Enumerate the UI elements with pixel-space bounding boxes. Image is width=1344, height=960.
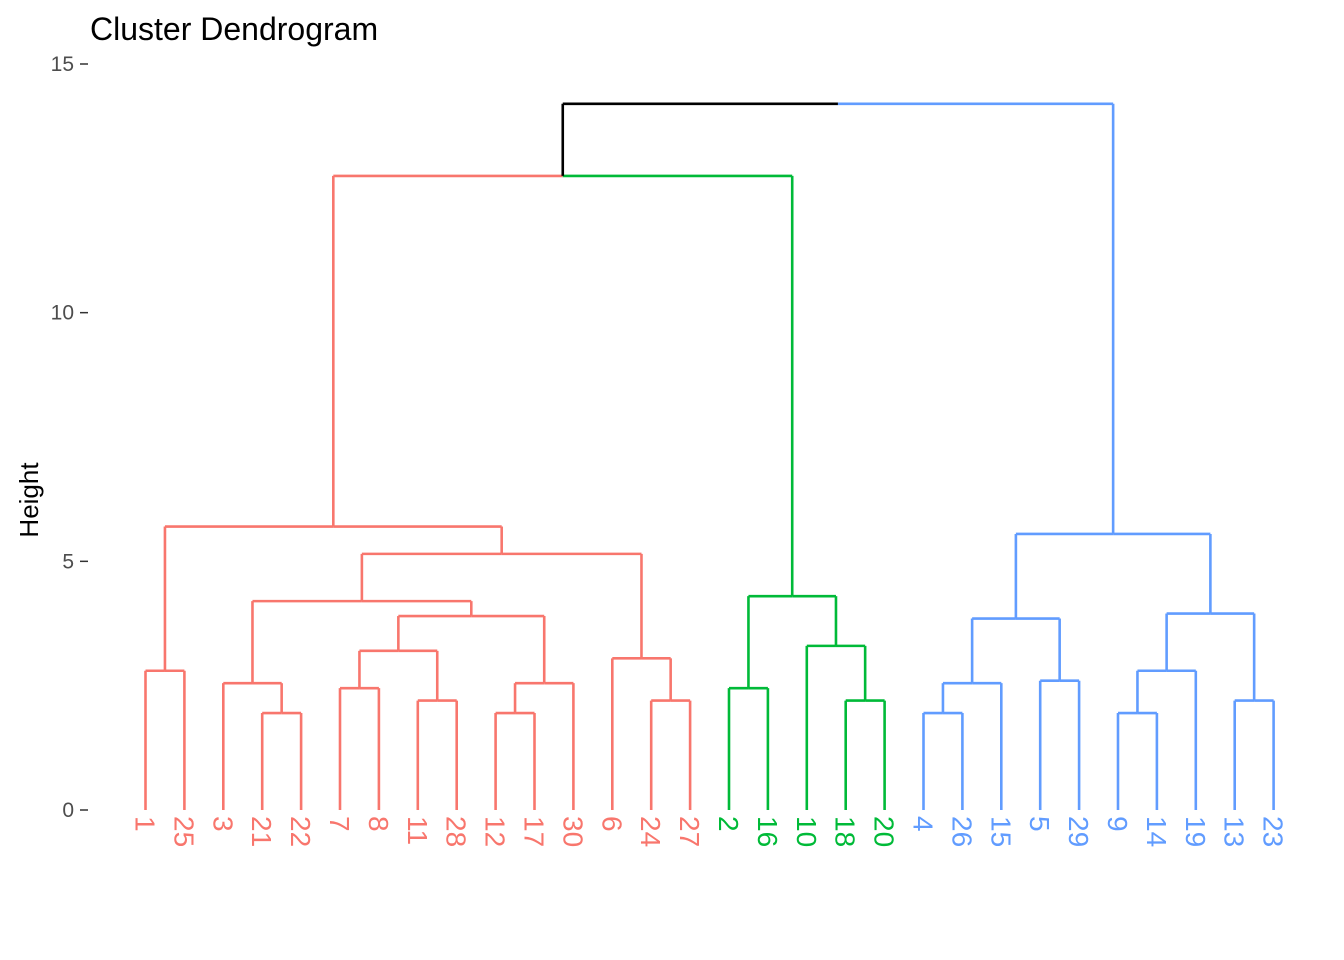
- leaf-label: 7: [324, 816, 355, 832]
- leaf-label: 3: [207, 816, 238, 832]
- leaf-label: 25: [168, 816, 199, 847]
- y-axis-label: Height: [14, 462, 44, 538]
- leaf-label: 22: [285, 816, 316, 847]
- leaf-label: 14: [1141, 816, 1172, 847]
- leaf-label: 11: [402, 816, 433, 845]
- leaf-label: 28: [441, 816, 472, 847]
- leaf-label: 1: [130, 816, 161, 832]
- leaf-label: 10: [791, 816, 822, 847]
- leaf-label: 26: [946, 816, 977, 847]
- leaf-label: 15: [985, 816, 1016, 847]
- dendrogram-branches: [144, 102, 1275, 810]
- leaf-label: 18: [830, 816, 861, 847]
- leaf-label: 24: [635, 816, 666, 847]
- y-tick-label: 5: [62, 550, 74, 573]
- leaf-label: 27: [674, 816, 705, 847]
- leaf-label: 9: [1102, 816, 1133, 832]
- leaf-label: 8: [363, 816, 394, 832]
- leaf-label: 13: [1219, 816, 1250, 847]
- chart-title: Cluster Dendrogram: [90, 11, 378, 47]
- y-axis: 0 5 10 15: [51, 53, 88, 822]
- y-tick-label: 0: [62, 799, 74, 822]
- leaf-label: 16: [752, 816, 783, 847]
- leaf-label: 23: [1258, 816, 1289, 847]
- leaf-label: 29: [1063, 816, 1094, 847]
- leaf-label: 5: [1024, 816, 1055, 832]
- leaf-label: 12: [480, 816, 511, 847]
- leaf-labels: 1 25 3 21 22 7 8 11 28 12 17 30 6 24 27 2 16 10 18 20 4 26 15 5…: [130, 816, 1289, 847]
- y-tick-label: 15: [51, 53, 74, 76]
- leaf-label: 19: [1180, 816, 1211, 847]
- leaf-label: 6: [596, 816, 627, 832]
- leaf-label: 2: [713, 816, 744, 832]
- leaf-label: 21: [246, 816, 277, 847]
- leaf-label: 30: [557, 816, 588, 847]
- leaf-label: 17: [519, 816, 550, 847]
- y-tick-label: 10: [51, 302, 74, 325]
- leaf-label: 4: [908, 816, 939, 832]
- leaf-label: 20: [869, 816, 900, 847]
